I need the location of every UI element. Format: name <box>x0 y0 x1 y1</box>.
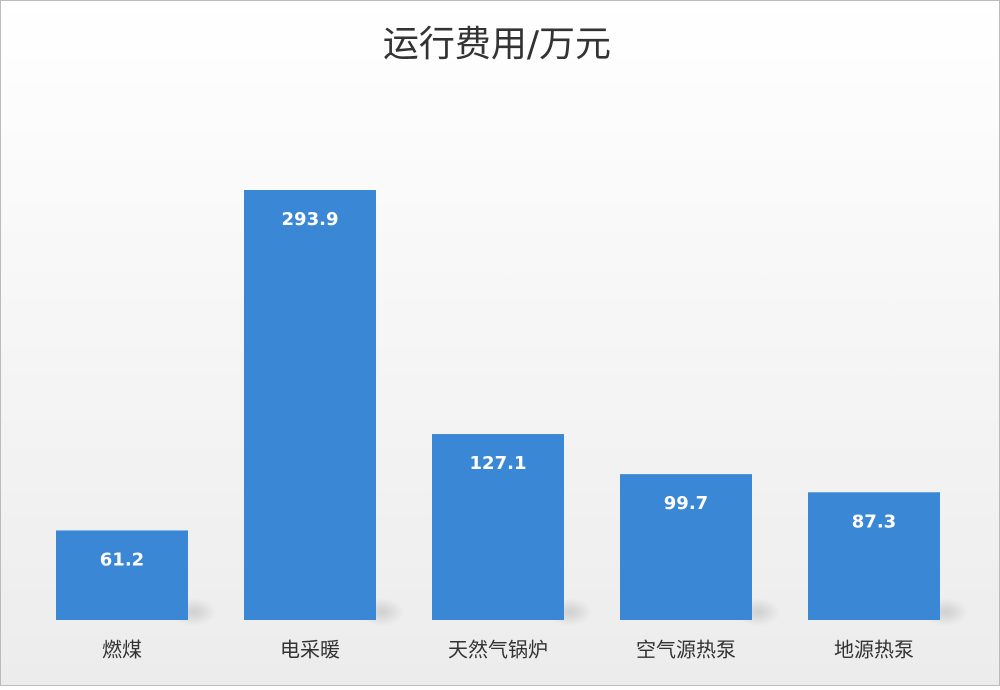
x-tick-label: 电采暖 <box>280 638 340 662</box>
bar <box>432 434 564 620</box>
bar <box>244 190 376 620</box>
value-label: 87.3 <box>852 511 896 532</box>
x-tick-label: 燃煤 <box>102 638 142 662</box>
x-tick-label: 天然气锅炉 <box>448 638 548 662</box>
bar <box>808 492 940 620</box>
x-tick-label: 地源热泵 <box>834 638 914 662</box>
chart-title: 运行费用/万元 <box>383 24 611 65</box>
value-label: 293.9 <box>282 209 339 230</box>
bar <box>56 530 188 620</box>
x-tick-label: 空气源热泵 <box>636 638 736 662</box>
value-label: 99.7 <box>664 493 708 514</box>
bar <box>620 474 752 620</box>
value-label: 61.2 <box>100 549 144 570</box>
value-label: 127.1 <box>470 453 527 474</box>
